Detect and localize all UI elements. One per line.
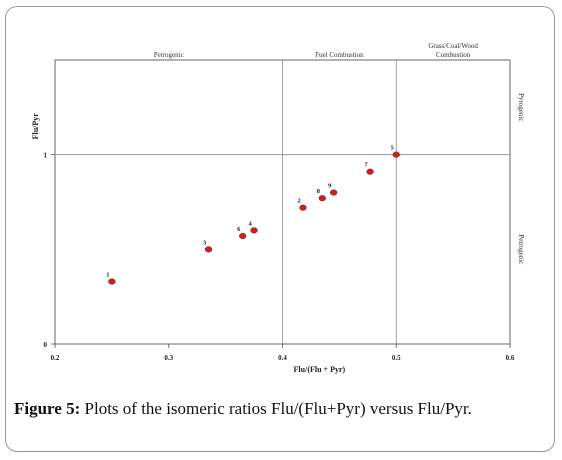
region-label-right-1: Pyrogenic: [517, 93, 525, 121]
data-point-label-6: 6: [237, 226, 241, 233]
y-axis-title: Flu/Pyr: [31, 113, 40, 140]
x-tick-label: 0.4: [278, 354, 287, 362]
x-axis-title: Flu/(Flu + Pyr): [294, 365, 346, 374]
data-point-label-8: 8: [317, 188, 321, 195]
data-point-label-9: 9: [328, 183, 332, 190]
data-point-7: [366, 168, 374, 175]
data-point-label-2: 2: [297, 198, 300, 205]
region-label-top-3: Grass/Coal/Wood: [428, 42, 478, 50]
figure-caption: Figure 5: Plots of the isomeric ratios F…: [14, 398, 550, 420]
data-point-4: [250, 227, 258, 234]
y-tick-label: 1: [44, 152, 48, 160]
x-tick-label: 0.3: [164, 354, 173, 362]
scatter-chart: 0.2 0.3 0.4 0.5 0.6 0 1 Flu/(Flu + Pyr) Flu/Pyr P…: [31, 42, 525, 374]
data-point-9: [330, 189, 338, 196]
region-label-top-2: Fuel Combustion: [315, 51, 364, 59]
data-point-5: [392, 151, 400, 158]
region-label-right-2: Petrogenic: [517, 234, 525, 264]
data-point-8: [318, 195, 326, 202]
data-point-label-7: 7: [364, 162, 368, 169]
x-tick-label: 0.5: [392, 354, 401, 362]
data-point-6: [239, 233, 247, 240]
x-tick-label: 0.6: [506, 354, 515, 362]
region-label-top-1: Petrogenic: [154, 51, 184, 59]
data-point-label-4: 4: [248, 220, 252, 227]
caption-text: Plots of the isomeric ratios Flu/(Flu+Py…: [80, 399, 472, 418]
data-point-label-5: 5: [391, 145, 395, 152]
data-point-1: [108, 278, 116, 285]
data-point-label-3: 3: [203, 239, 207, 246]
figure-frame: [5, 6, 555, 452]
region-label-top-3: Combustion: [436, 51, 471, 59]
x-tick-label: 0.2: [51, 354, 60, 362]
data-point-2: [299, 204, 307, 211]
y-tick-label: 0: [44, 341, 48, 349]
caption-label: Figure 5:: [14, 399, 81, 418]
data-point-label-1: 1: [106, 272, 109, 279]
data-point-3: [204, 246, 213, 253]
